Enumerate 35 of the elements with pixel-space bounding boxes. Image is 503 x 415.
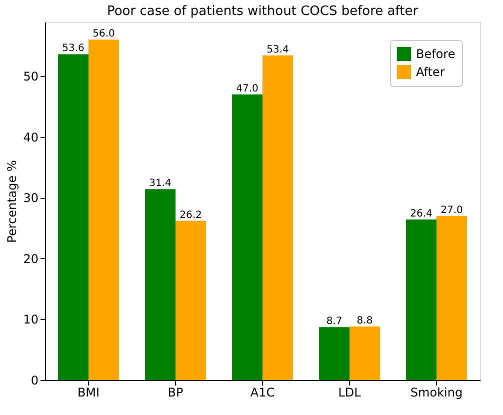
bar: [406, 220, 436, 380]
data-label: 53.4: [266, 44, 289, 56]
data-label: 53.6: [62, 43, 84, 54]
data-label: 8.8: [356, 316, 373, 327]
data-label: 56.0: [92, 28, 115, 40]
data-label: 27.0: [440, 204, 463, 216]
chart-title: Poor case of patients without COCS before after: [106, 4, 419, 19]
legend-label: Before: [416, 47, 456, 61]
data-label: 47.0: [236, 83, 258, 94]
x-tick-label: LDL: [338, 386, 362, 400]
bar: [176, 220, 206, 380]
data-label: 26.2: [180, 210, 202, 221]
data-label: 31.4: [149, 178, 172, 190]
x-tick-label: A1C: [250, 386, 275, 400]
bar: [319, 327, 350, 380]
y-axis-title: Percentage %: [5, 160, 20, 243]
data-label: 8.7: [326, 316, 342, 328]
bar: [262, 55, 293, 380]
y-tick-label: 40: [23, 130, 38, 144]
y-tick-label: 10: [23, 312, 38, 327]
x-tick-label: BMI: [77, 386, 100, 400]
y-tick-label: 50: [23, 70, 38, 84]
x-tick-label: Smoking: [410, 386, 463, 400]
bar: [232, 94, 262, 380]
bar: [58, 54, 88, 380]
bar: [350, 326, 380, 380]
bar: [88, 40, 119, 380]
y-tick-label: 20: [23, 252, 38, 266]
bar: [145, 189, 176, 380]
legend-label: After: [416, 65, 445, 79]
y-tick-label: 0: [30, 374, 38, 388]
bar: [436, 216, 467, 380]
data-label: 26.4: [410, 208, 432, 220]
y-tick-label: 30: [23, 191, 38, 206]
x-tick-label: BP: [168, 386, 184, 400]
